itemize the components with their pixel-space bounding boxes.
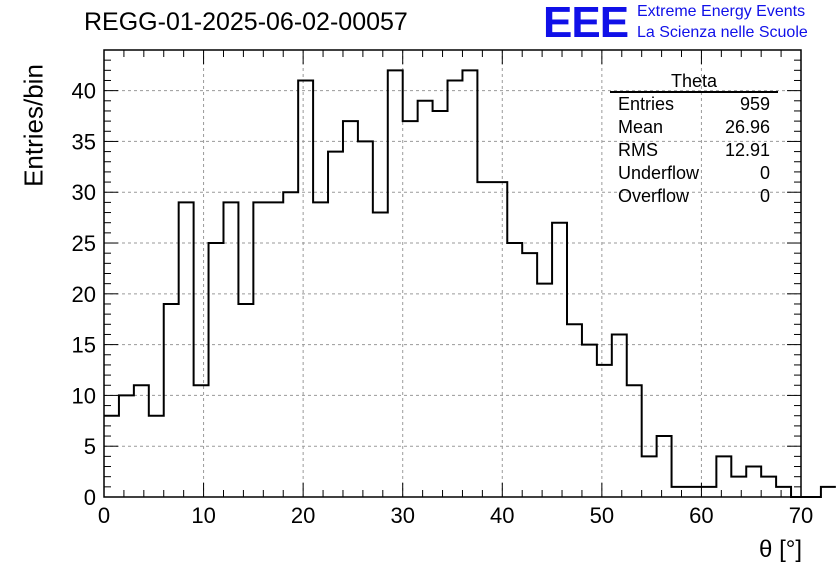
y-tick-label: 40	[72, 79, 96, 104]
stats-label: Underflow	[618, 163, 700, 183]
stats-row-mean: Mean 26.96	[610, 116, 778, 139]
y-tick-label: 20	[72, 282, 96, 307]
histogram-series	[104, 69, 836, 498]
x-tick-label: 0	[98, 503, 110, 528]
x-axis-label: θ [°]	[759, 536, 802, 563]
logo-line-1: Extreme Energy Events	[637, 3, 806, 20]
y-tick-label: 35	[72, 129, 96, 154]
stats-value: 0	[759, 186, 770, 206]
logo-line-2: La Scienza nelle Scuole	[637, 24, 808, 41]
x-tick-label: 60	[689, 503, 713, 528]
x-tick-label: 50	[590, 503, 614, 528]
y-tick-label: 5	[84, 434, 96, 459]
stats-value: 0	[759, 163, 770, 183]
stats-label: Mean	[618, 117, 664, 137]
stats-value: 12.91	[724, 140, 770, 160]
x-tick-label: 10	[191, 503, 215, 528]
stats-value: 959	[739, 94, 770, 114]
stats-label: Entries	[618, 94, 675, 114]
plot-frame	[103, 49, 802, 498]
stats-label: Overflow	[618, 186, 690, 206]
stats-row-overflow: Overflow 0	[610, 185, 778, 208]
stats-title: Theta	[610, 72, 778, 93]
y-tick-label: 25	[72, 231, 96, 256]
stats-box: Theta Entries 959 Mean 26.96 RMS 12.91 U…	[610, 72, 778, 208]
tick-labels: 0 10 20 30 40 50 60 70 0 5 10 15 20 25 30 35 40	[72, 79, 814, 528]
stats-row-entries: Entries 959	[610, 93, 778, 116]
x-tick-label: 20	[291, 503, 315, 528]
x-tick-label: 70	[789, 503, 813, 528]
y-tick-label: 30	[72, 180, 96, 205]
x-tick-label: 30	[390, 503, 414, 528]
stats-row-underflow: Underflow 0	[610, 162, 778, 185]
stats-value: 26.96	[724, 117, 770, 137]
stats-row-rms: RMS 12.91	[610, 139, 778, 162]
y-tick-label: 15	[72, 333, 96, 358]
y-tick-label: 0	[84, 485, 96, 510]
run-title: REGG-01-2025-06-02-00057	[84, 8, 408, 36]
x-tick-label: 40	[490, 503, 514, 528]
eee-logo: EEE	[543, 0, 629, 47]
stats-label: RMS	[618, 140, 658, 160]
y-tick-label: 10	[72, 383, 96, 408]
y-axis-label: Entries/bin	[18, 64, 49, 187]
